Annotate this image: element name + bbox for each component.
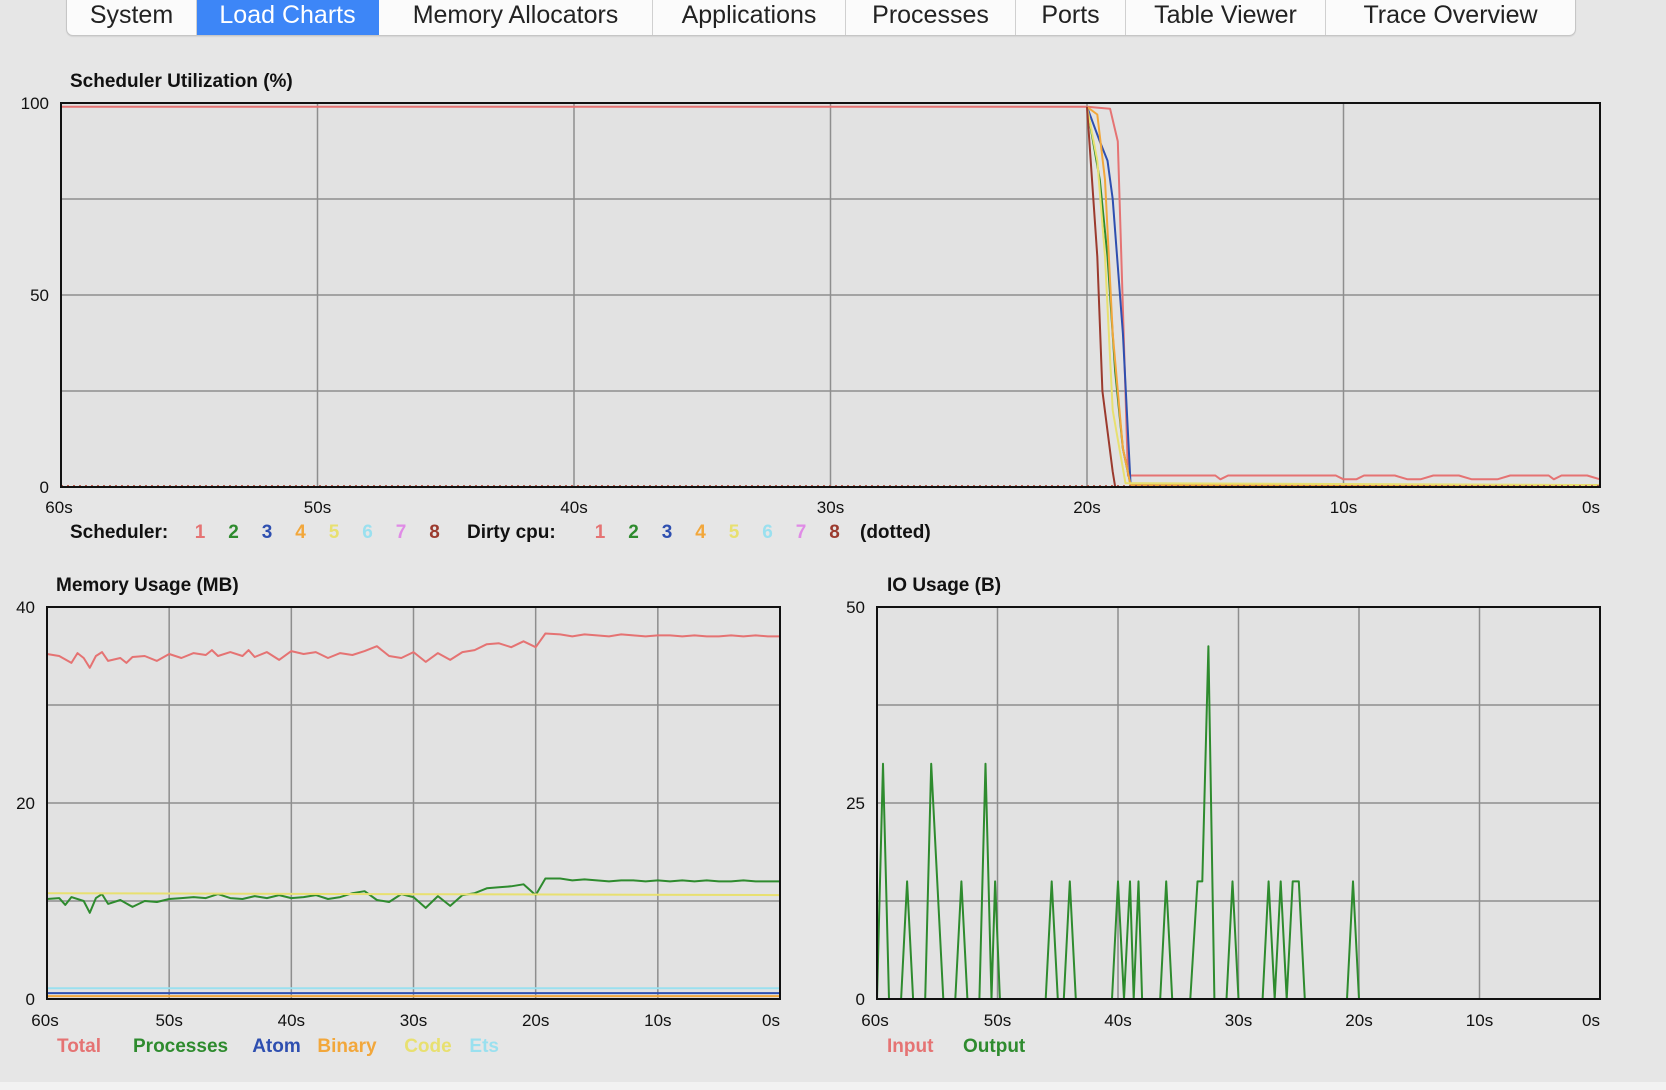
plot-frame	[46, 606, 781, 1000]
legend-scheduler-item: 4	[295, 522, 306, 543]
x-tick-label: 50s	[984, 1011, 1011, 1030]
legend-dirty-item: 2	[628, 522, 639, 543]
x-tick-label: 60s	[861, 1011, 888, 1030]
y-tick-label: 0	[40, 478, 49, 497]
x-tick-label: 20s	[1073, 498, 1100, 517]
legend-scheduler-item: 6	[362, 522, 373, 543]
x-tick-label: 50s	[155, 1011, 182, 1030]
x-tick-label: 30s	[1225, 1011, 1252, 1030]
legend-item-ets: Ets	[469, 1036, 499, 1057]
legend-scheduler-item: 2	[228, 522, 239, 543]
legend-item-total: Total	[57, 1036, 101, 1057]
legend-scheduler-item: 3	[262, 522, 273, 543]
tab-processes[interactable]: Processes	[846, 0, 1016, 35]
chart-title: Scheduler Utilization (%)	[70, 71, 293, 92]
legend-item-code: Code	[404, 1036, 452, 1057]
y-tick-label: 20	[16, 794, 35, 813]
x-tick-label: 0s	[1582, 498, 1600, 517]
tab-table-viewer[interactable]: Table Viewer	[1126, 0, 1326, 35]
x-tick-label: 0s	[1582, 1011, 1600, 1030]
legend-dirty-item: 5	[729, 522, 740, 543]
chart-title: IO Usage (B)	[887, 575, 1001, 596]
legend-scheduler-label: Scheduler:	[70, 522, 168, 543]
bottom-strip	[0, 1082, 1666, 1090]
tab-ports[interactable]: Ports	[1016, 0, 1126, 35]
chart-2	[876, 606, 1601, 1000]
y-tick-label: 100	[21, 94, 49, 113]
legend-scheduler-item: 1	[195, 522, 206, 543]
legend-item-binary: Binary	[317, 1036, 377, 1057]
tab-bar: System Load Charts Memory Allocators App…	[66, 0, 1576, 36]
series-line-s2	[46, 877, 780, 914]
legend-item-input: Input	[887, 1036, 934, 1057]
legend-dotted-note: (dotted)	[860, 522, 931, 543]
tab-trace-overview[interactable]: Trace Overview	[1363, 1, 1538, 29]
chart-title: Memory Usage (MB)	[56, 575, 239, 596]
chart-0	[60, 102, 1601, 488]
chart-1	[46, 606, 781, 1000]
legend-dirty-item: 6	[762, 522, 773, 543]
series-line-s5	[1086, 106, 1601, 487]
x-tick-label: 60s	[31, 1011, 58, 1030]
legend-scheduler-item: 7	[396, 522, 407, 543]
plot-frame	[60, 102, 1601, 488]
y-tick-label: 25	[846, 794, 865, 813]
x-tick-label: 10s	[1330, 498, 1357, 517]
series-line-s5	[46, 892, 781, 897]
legend-dirty-item: 7	[796, 522, 807, 543]
y-tick-label: 50	[846, 598, 865, 617]
series-line-s1	[61, 105, 1601, 481]
plot-frame	[876, 606, 1601, 1000]
legend-dirty-item: 3	[662, 522, 673, 543]
legend-scheduler-item: 5	[329, 522, 340, 543]
x-tick-label: 50s	[304, 498, 331, 517]
x-tick-label: 10s	[644, 1011, 671, 1030]
legend-dirty-item: 4	[695, 522, 706, 543]
tab-applications[interactable]: Applications	[653, 0, 846, 35]
tab-system[interactable]: System	[67, 0, 197, 35]
x-tick-label: 10s	[1466, 1011, 1493, 1030]
legend-item-output: Output	[963, 1036, 1026, 1057]
tab-memory-allocators[interactable]: Memory Allocators	[379, 0, 653, 35]
y-tick-label: 50	[30, 286, 49, 305]
x-tick-label: 40s	[278, 1011, 305, 1030]
x-tick-label: 30s	[400, 1011, 427, 1030]
legend-scheduler-item: 8	[429, 522, 440, 543]
legend-item-processes: Processes	[133, 1036, 228, 1057]
x-tick-label: 20s	[1345, 1011, 1372, 1030]
x-tick-label: 40s	[1104, 1011, 1131, 1030]
y-tick-label: 0	[856, 990, 865, 1009]
legend-dirty-label: Dirty cpu:	[467, 522, 556, 543]
legend-item-atom: Atom	[252, 1036, 301, 1057]
y-tick-label: 0	[26, 990, 35, 1009]
y-tick-label: 40	[16, 598, 35, 617]
legend-dirty-item: 1	[595, 522, 606, 543]
x-tick-label: 60s	[45, 498, 72, 517]
x-tick-label: 30s	[817, 498, 844, 517]
legend-dirty-item: 8	[829, 522, 840, 543]
x-tick-label: 40s	[560, 498, 587, 517]
x-tick-label: 0s	[762, 1011, 780, 1030]
series-line-s1	[46, 632, 780, 669]
x-tick-label: 20s	[522, 1011, 549, 1030]
tab-load-charts[interactable]: Load Charts	[197, 0, 379, 35]
